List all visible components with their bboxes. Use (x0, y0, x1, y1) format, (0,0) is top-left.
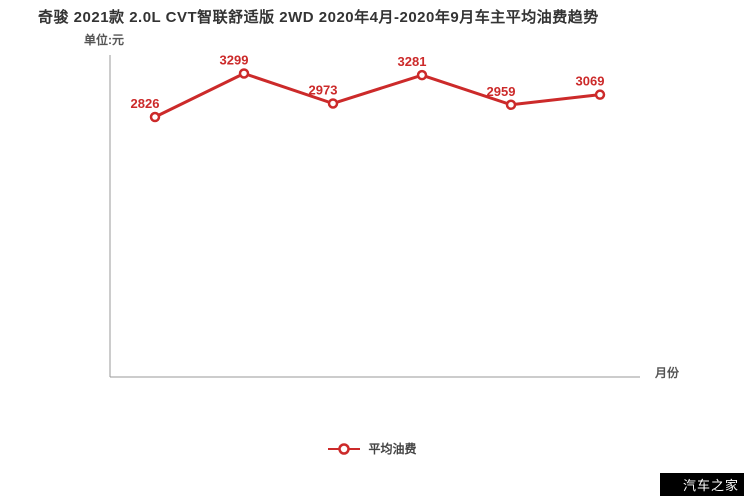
data-point (149, 111, 161, 123)
watermark-text: 汽车之家 (682, 478, 739, 493)
data-point (416, 69, 428, 81)
legend-label: 平均油费 (368, 442, 417, 456)
watermark-badge: 汽车之家 (660, 473, 744, 496)
data-point-label: 2826 (131, 96, 160, 111)
data-point-label: 2973 (309, 82, 338, 97)
data-point-label: 3299 (220, 52, 249, 67)
data-point (327, 98, 339, 109)
chart-title: 奇骏 2021款 2.0L CVT智联舒适版 2WD 2020年4月-2020年… (38, 9, 599, 26)
x-axis-label: 月份 (655, 366, 680, 380)
data-point (594, 89, 606, 100)
data-point (238, 68, 250, 79)
chart-legend: 平均油费 (0, 440, 744, 457)
trend-line (154, 71, 601, 119)
data-point-label: 3281 (398, 54, 427, 69)
legend-marker-icon (328, 442, 361, 455)
data-point-label: 3069 (576, 74, 605, 89)
data-point (505, 99, 517, 111)
y-axis-unit-label: 单位:元 (84, 33, 124, 47)
data-point-label: 2959 (487, 84, 516, 99)
